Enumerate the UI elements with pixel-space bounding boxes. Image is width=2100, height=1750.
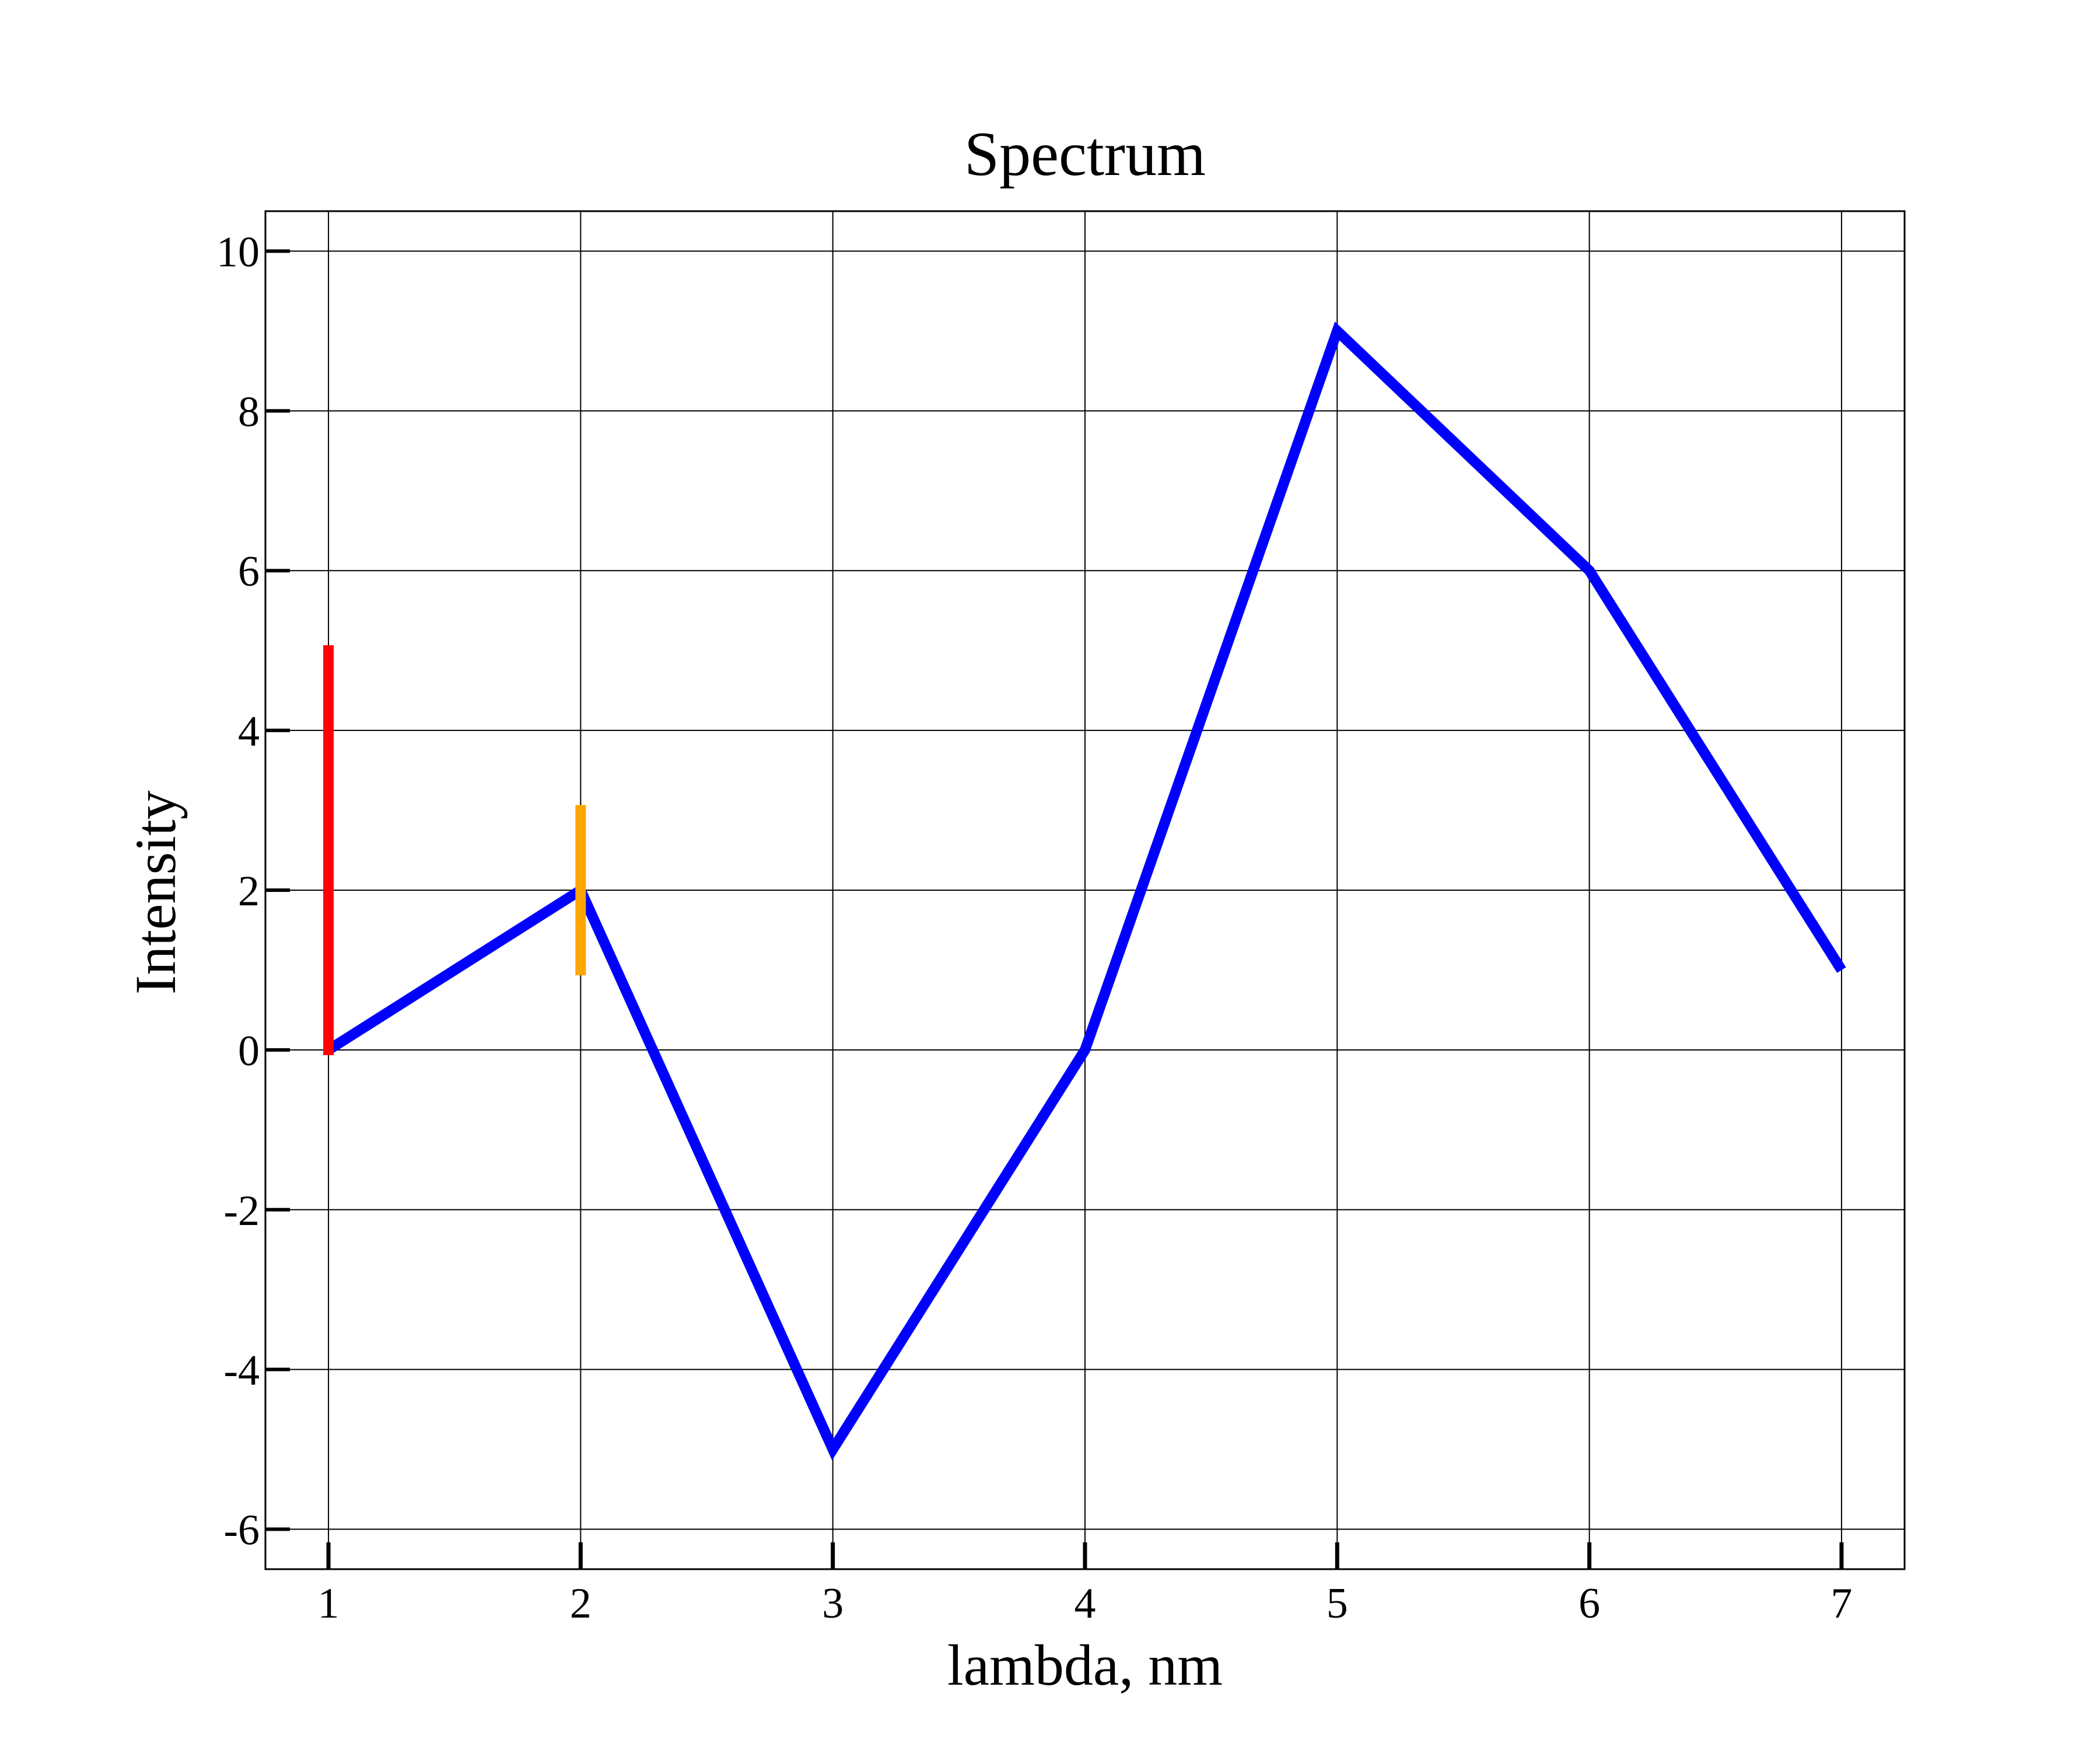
y-tick-label: -2 bbox=[223, 1187, 260, 1235]
chart-title: Spectrum bbox=[964, 120, 1206, 189]
x-tick-label: 6 bbox=[1578, 1580, 1600, 1628]
x-tick-label: 5 bbox=[1326, 1580, 1348, 1628]
x-tick-label: 4 bbox=[1074, 1580, 1096, 1628]
axis-ticks bbox=[265, 249, 1844, 1569]
x-tick-label: 1 bbox=[318, 1580, 340, 1628]
y-tick-label: -4 bbox=[223, 1347, 260, 1395]
y-tick-labels: -6 -4 -2 0 2 4 6 8 10 bbox=[216, 228, 260, 1554]
x-tick-label: 7 bbox=[1831, 1580, 1852, 1628]
y-tick-label: 8 bbox=[238, 388, 260, 436]
x-tick-label: 2 bbox=[570, 1580, 592, 1628]
y-tick-label: 0 bbox=[238, 1027, 260, 1075]
y-tick-label: 6 bbox=[238, 548, 260, 596]
y-tick-label: 2 bbox=[238, 867, 260, 915]
x-tick-labels: 1 2 3 4 5 6 7 bbox=[318, 1580, 1853, 1628]
plot-frame bbox=[264, 210, 1906, 1570]
y-tick-label: 4 bbox=[238, 708, 260, 755]
x-axis-label: lambda, nm bbox=[947, 1633, 1223, 1698]
y-axis-label: Intensity bbox=[123, 790, 188, 995]
error-bars bbox=[323, 645, 586, 1055]
x-tick-label: 3 bbox=[822, 1580, 844, 1628]
y-tick-label: 10 bbox=[216, 228, 260, 276]
y-tick-label: -6 bbox=[223, 1507, 260, 1555]
